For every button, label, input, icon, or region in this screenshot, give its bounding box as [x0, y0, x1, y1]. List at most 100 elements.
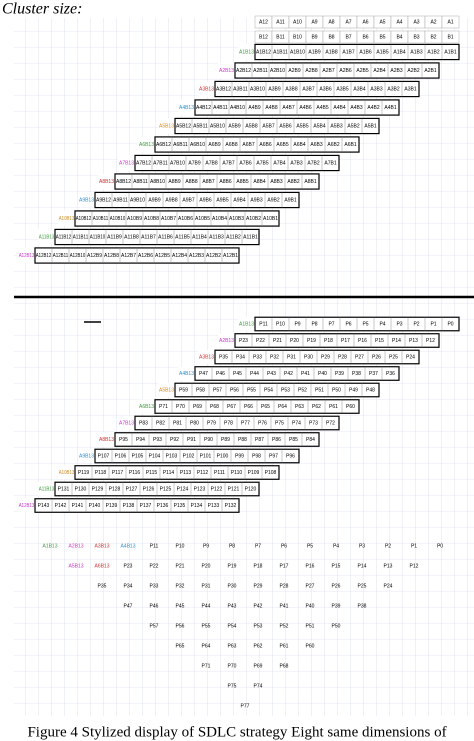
cell-text: A7B3: [290, 160, 302, 166]
cell-text: A6B1: [344, 142, 356, 148]
cell-text: P15: [375, 338, 384, 344]
cell-text: P21: [176, 563, 185, 569]
cell-text: A2B8: [305, 68, 317, 74]
cell-text: A8B8: [185, 179, 197, 185]
cell-text: A10: [293, 19, 302, 25]
cell-text: P24: [384, 583, 393, 589]
cell-text: A8B4: [253, 179, 265, 185]
cell-text: P8: [311, 321, 317, 327]
cell-text: P41: [280, 603, 289, 609]
caption: Figure 4 Stylized display of SDLC strate…: [27, 724, 446, 740]
cell-text: A10B13: [59, 470, 75, 476]
cell-text: A5B10: [210, 123, 225, 129]
cell-text: A2B13: [68, 543, 83, 549]
cell-text: A9: [311, 19, 317, 25]
cell-text: P88: [238, 437, 247, 443]
cell-text: A1B13: [42, 543, 57, 549]
cell-text: A6B10: [190, 142, 205, 148]
cell-text: A4B1: [384, 105, 396, 111]
cell-text: P55: [247, 387, 256, 393]
cell-text: A8B6: [219, 179, 231, 185]
cell-text: P29: [321, 354, 330, 360]
cell-text: P63: [228, 643, 237, 649]
cell-text: P97: [269, 453, 278, 459]
cell-text: P83: [139, 420, 148, 426]
cell-text: P108: [265, 470, 277, 476]
cell-text: A5B12: [176, 123, 191, 129]
cell-text: A8B11: [133, 179, 148, 185]
cell-text: A7B9: [188, 160, 200, 166]
cell-text: P69: [254, 663, 263, 669]
lead-cell: [118, 416, 135, 430]
cell-text: A4B11: [213, 105, 228, 111]
cell-text: P9: [203, 543, 209, 549]
cell-text: A5B11: [193, 123, 208, 129]
cell-text: P19: [228, 563, 237, 569]
cell-text: P128: [109, 486, 121, 492]
cell-text: P103: [166, 453, 178, 459]
cell-text: P47: [124, 603, 133, 609]
cell-text: P1: [411, 543, 417, 549]
cell-text: B7: [345, 34, 351, 40]
cell-text: P130: [75, 486, 87, 492]
cell-text: P19: [307, 338, 316, 344]
cell-text: A6B8: [225, 142, 237, 148]
cell-text: A8B1: [304, 179, 316, 185]
cell-text: A8B9: [168, 179, 180, 185]
cell-text: P21: [273, 338, 282, 344]
cell-text: A7B2: [307, 160, 319, 166]
cell-text: P23: [239, 338, 248, 344]
cell-text: A5B3: [330, 123, 342, 129]
cell-text: P24: [406, 354, 415, 360]
cell-text: P55: [202, 623, 211, 629]
cell-text: P104: [149, 453, 161, 459]
cell-text: A8B7: [202, 179, 214, 185]
cell-text: P18: [324, 338, 333, 344]
cell-text: B11: [276, 34, 285, 40]
cell-text: A10B12: [76, 216, 92, 222]
cell-text: P5: [362, 321, 368, 327]
cell-text: P58: [196, 387, 205, 393]
cell-text: P81: [173, 420, 182, 426]
cell-text: A11B7: [141, 234, 156, 240]
cell-text: P4: [333, 543, 339, 549]
cell-text: A9B12: [96, 197, 111, 203]
cell-text: P1: [430, 321, 436, 327]
cell-text: P75: [228, 683, 237, 689]
cell-text: A5B1: [364, 123, 376, 129]
cell-text: A9B7: [182, 197, 194, 203]
cell-text: P22: [256, 338, 265, 344]
cell-text: A7B8: [205, 160, 217, 166]
cell-text: P129: [92, 486, 104, 492]
cell-text: A6: [362, 19, 368, 25]
cell-text: P18: [254, 563, 263, 569]
cell-text: A4B10: [230, 105, 245, 111]
cell-text: A2B13: [219, 338, 234, 344]
cell-text: P124: [177, 486, 189, 492]
cell-text: P13: [409, 338, 418, 344]
cell-text: A9B8: [165, 197, 177, 203]
cell-text: A3B3: [370, 86, 382, 92]
cell-text: P41: [301, 371, 310, 377]
cell-text: A4B7: [282, 105, 294, 111]
cell-text: P142: [55, 503, 67, 509]
cell-text: P4: [379, 321, 385, 327]
cell-text: P62: [312, 404, 321, 410]
cell-text: P61: [280, 643, 289, 649]
cell-text: P57: [213, 387, 222, 393]
cell-text: P109: [248, 470, 260, 476]
cell-text: A10B9: [127, 216, 142, 222]
cell-text: A6B3: [310, 142, 322, 148]
lead-cell: [58, 465, 75, 480]
cell-text: A7: [345, 19, 351, 25]
cell-text: P69: [193, 404, 202, 410]
cell-text: P112: [197, 470, 209, 476]
lead-cell: [18, 247, 35, 264]
cell-text: P32: [270, 354, 279, 360]
cell-text: A5B5: [296, 123, 308, 129]
cell-text: A12B3: [189, 253, 204, 259]
cell-text: P113: [180, 470, 192, 476]
cell-text: P141: [72, 503, 84, 509]
cell-text: P125: [160, 486, 172, 492]
